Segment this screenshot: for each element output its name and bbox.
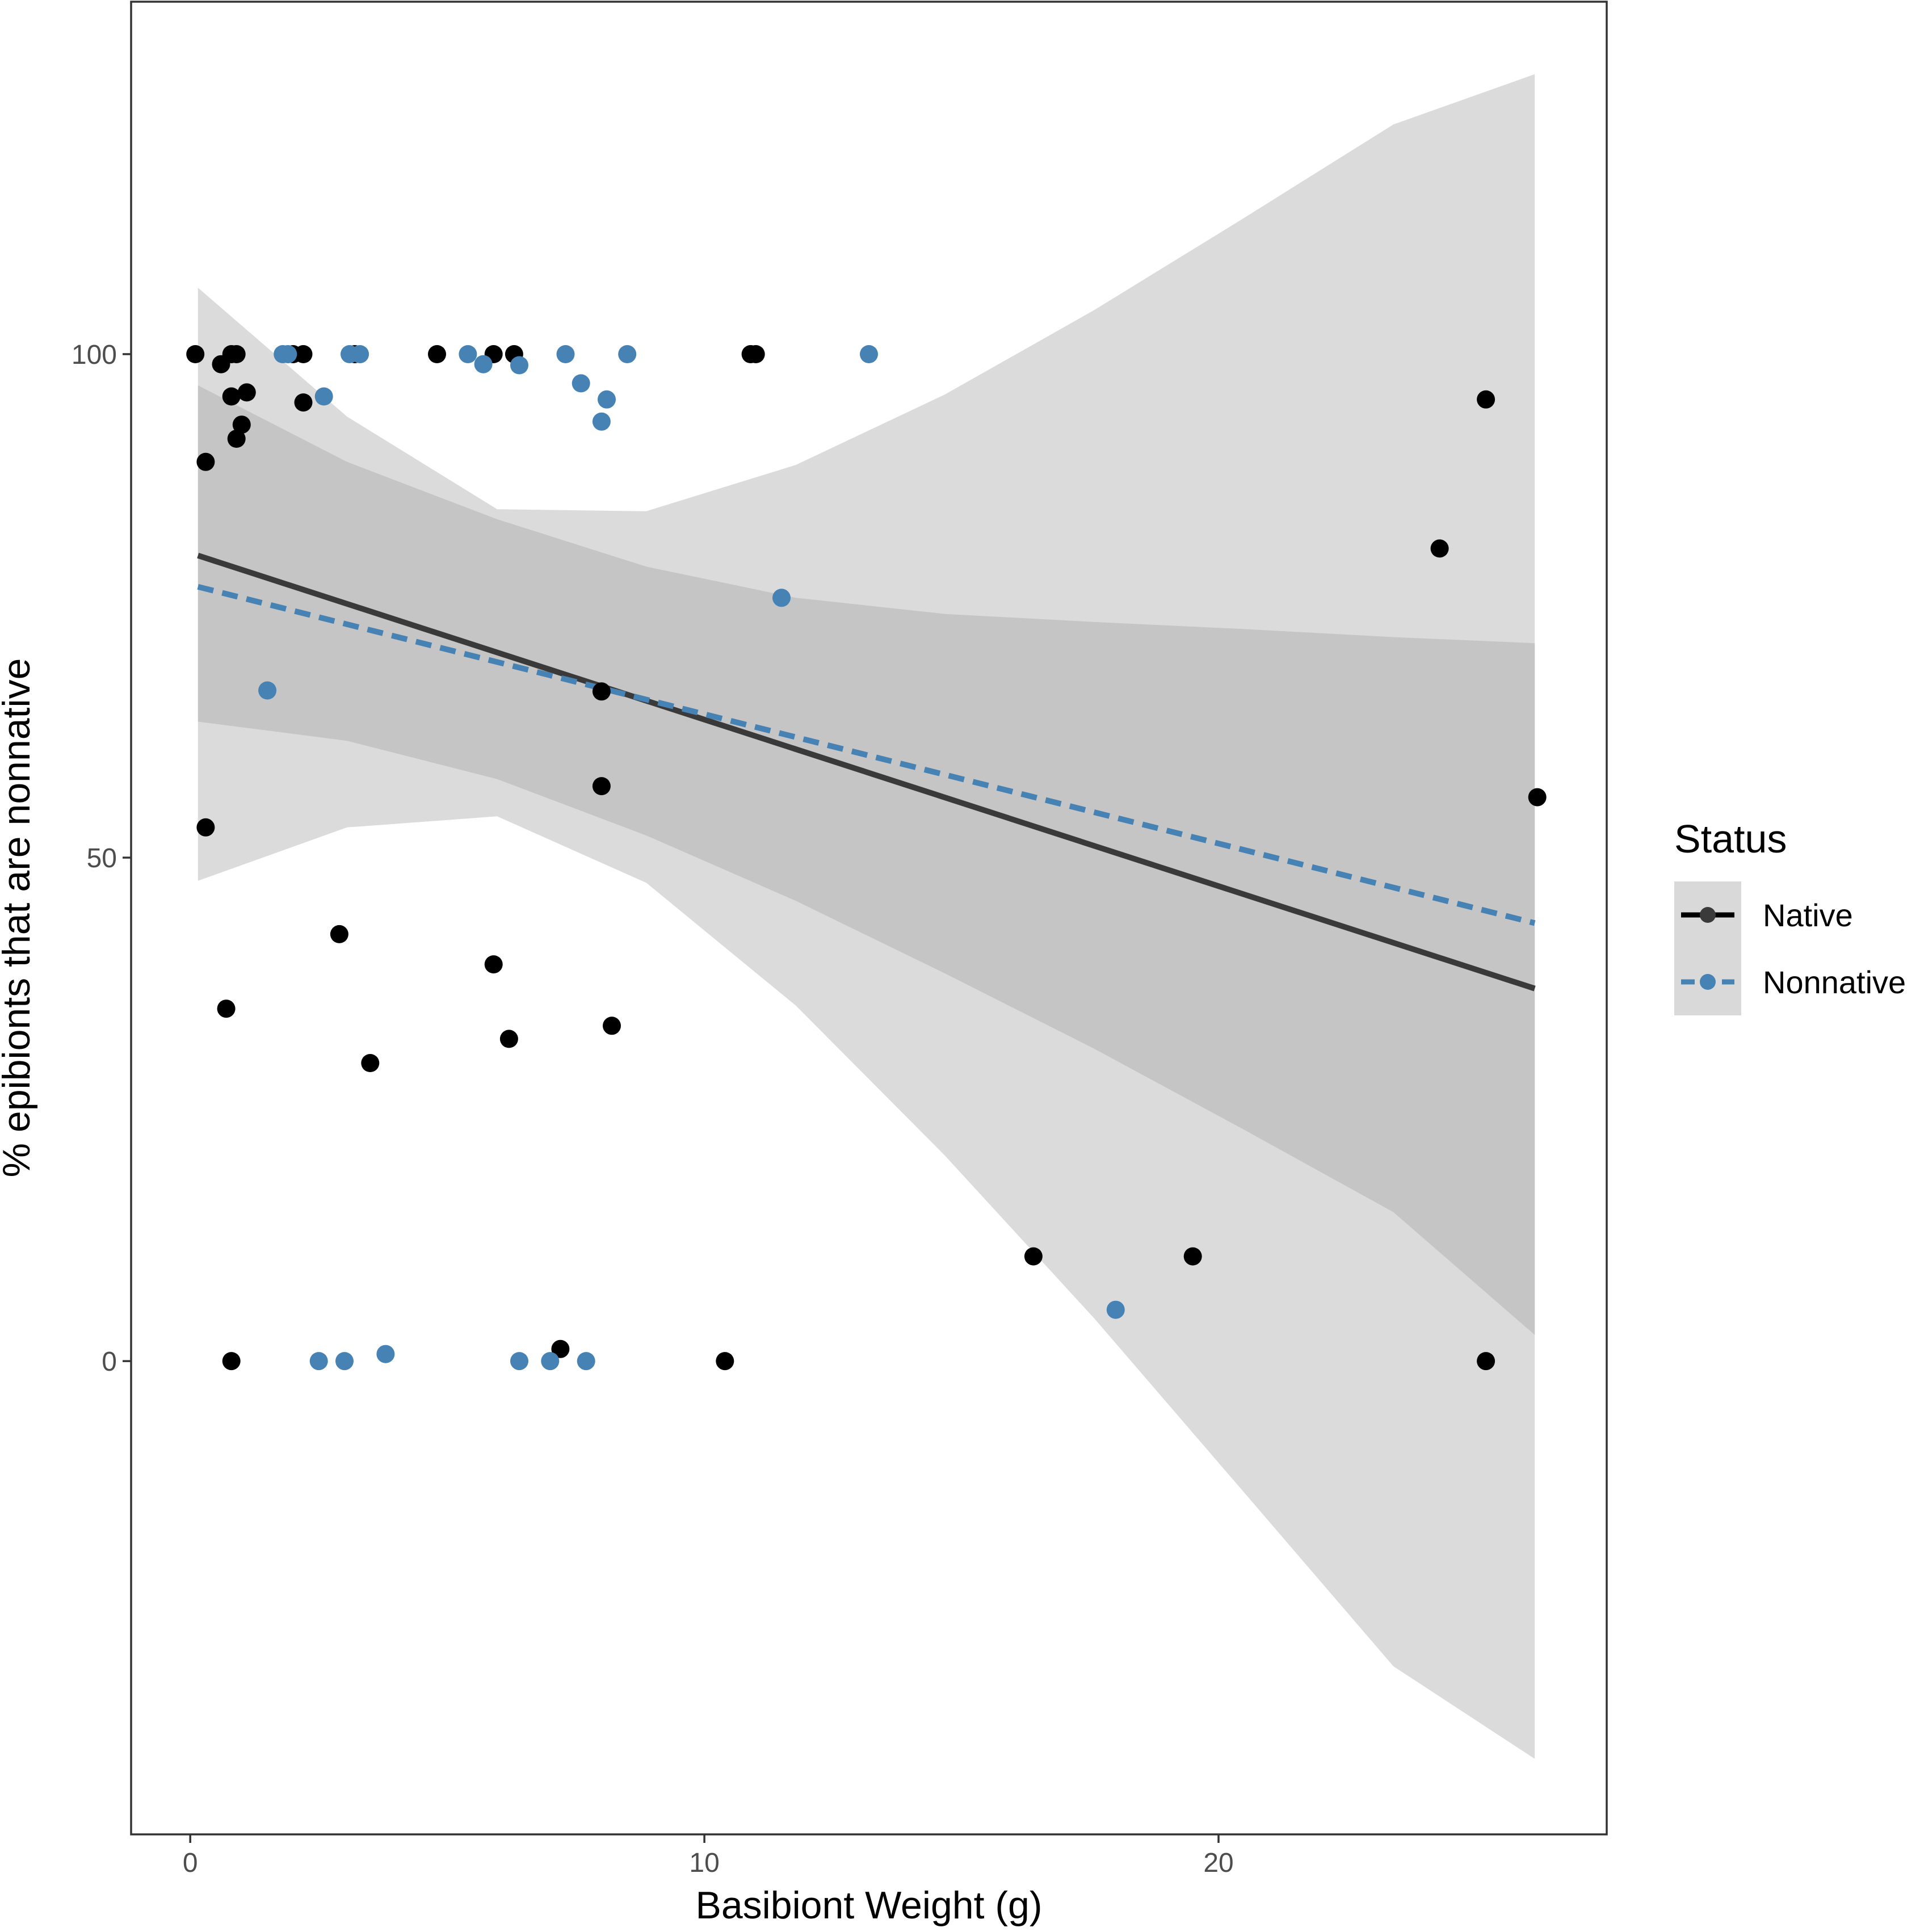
x-axis-title: Basibiont Weight (g) xyxy=(695,1884,1042,1927)
data-point-native xyxy=(361,1054,380,1072)
data-point-native xyxy=(1528,788,1547,807)
data-point-nonnative xyxy=(351,345,369,363)
y-tick-label: 50 xyxy=(87,843,117,873)
data-point-native xyxy=(428,345,446,363)
data-point-native xyxy=(592,777,611,796)
legend-label-native: Native xyxy=(1763,897,1853,933)
legend-label-nonnative: Nonnative xyxy=(1763,964,1906,1000)
y-axis: 0 50 100 xyxy=(72,340,131,1377)
data-point-native xyxy=(603,1017,621,1035)
data-point-native xyxy=(294,393,313,412)
data-point-native xyxy=(499,1030,518,1048)
data-point-nonnative xyxy=(510,1352,528,1371)
data-point-native xyxy=(551,1339,570,1358)
x-axis: 0 10 20 xyxy=(183,1834,1234,1878)
data-point-nonnative xyxy=(279,345,297,363)
data-point-native xyxy=(1477,1352,1495,1371)
data-point-native xyxy=(1477,390,1495,409)
confidence-ribbon-nonnative xyxy=(198,385,1535,1335)
y-tick-label: 0 xyxy=(102,1347,117,1377)
legend: Status Native Nonnative xyxy=(1674,817,1906,1015)
data-point-nonnative xyxy=(572,374,590,393)
data-point-nonnative xyxy=(598,390,616,409)
data-point-native xyxy=(1430,539,1449,558)
legend-key-native-point xyxy=(1700,907,1716,923)
data-point-native xyxy=(217,999,236,1018)
data-point-nonnative xyxy=(309,1352,328,1371)
panel-border xyxy=(130,1,1608,1836)
data-point-nonnative xyxy=(541,1352,560,1371)
data-point-nonnative xyxy=(860,345,878,363)
data-point-nonnative xyxy=(618,345,637,363)
data-point-native xyxy=(232,415,251,434)
data-point-native xyxy=(746,345,765,363)
data-point-nonnative xyxy=(592,412,611,431)
data-point-native xyxy=(227,345,246,363)
data-point-native xyxy=(227,430,246,448)
data-point-native xyxy=(196,452,215,471)
data-point-native xyxy=(1024,1247,1043,1266)
fit-lines xyxy=(197,553,1536,992)
data-point-nonnative xyxy=(258,681,277,700)
x-tick-label: 20 xyxy=(1203,1848,1233,1878)
x-tick-label: 10 xyxy=(689,1848,719,1878)
data-point-native xyxy=(294,345,313,363)
confidence-ribbons xyxy=(198,74,1535,1759)
confidence-ribbon-native xyxy=(198,74,1535,1759)
data-point-native xyxy=(1183,1247,1202,1266)
data-point-native xyxy=(484,955,503,974)
data-point-native xyxy=(222,1352,241,1371)
data-point-native xyxy=(196,818,215,837)
data-points xyxy=(186,345,1547,1371)
legend-title: Status xyxy=(1674,817,1787,861)
data-point-nonnative xyxy=(556,345,575,363)
data-point-nonnative xyxy=(772,589,791,607)
data-point-nonnative xyxy=(510,356,528,375)
legend-key-nonnative-point xyxy=(1700,974,1716,990)
y-tick-label: 100 xyxy=(72,340,117,370)
data-point-nonnative xyxy=(474,355,493,373)
data-point-nonnative xyxy=(577,1352,595,1371)
data-point-nonnative xyxy=(335,1352,354,1371)
x-tick-label: 0 xyxy=(183,1848,198,1878)
data-point-native xyxy=(237,383,256,402)
fit-line-nonnative xyxy=(197,583,1536,926)
data-point-nonnative xyxy=(1106,1300,1125,1319)
fit-line-native xyxy=(197,553,1536,992)
y-axis-title: % epibionts that are nonnative xyxy=(0,658,38,1178)
data-point-native xyxy=(222,387,241,406)
data-point-native xyxy=(716,1352,734,1371)
data-point-native xyxy=(592,682,611,701)
data-point-nonnative xyxy=(314,387,333,406)
data-point-nonnative xyxy=(459,345,477,363)
data-point-nonnative xyxy=(376,1345,395,1363)
data-point-native xyxy=(186,345,205,363)
data-point-native xyxy=(330,925,348,943)
data-point-native xyxy=(212,355,230,373)
